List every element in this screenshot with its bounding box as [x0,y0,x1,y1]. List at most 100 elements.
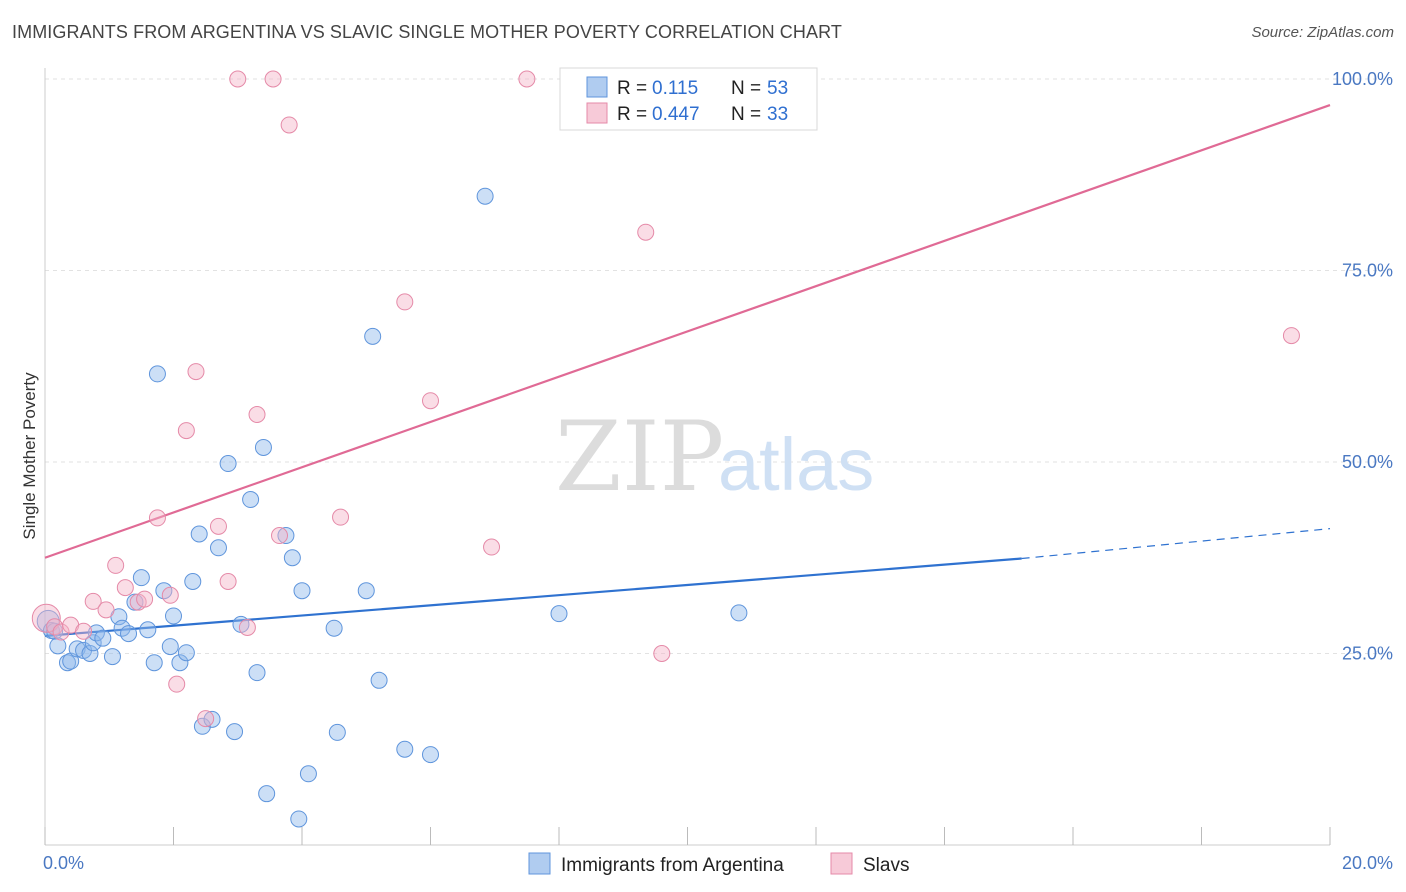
trend-line-argentina-extension [1021,528,1331,560]
trend-line-slavs [44,104,1331,559]
legend-n-value-2: 33 [767,104,788,125]
point-argentina [254,438,272,456]
point-argentina [283,549,301,567]
point-argentina [258,785,276,803]
point-argentina [94,629,112,647]
point-argentina [81,645,99,662]
tick-labels: 25.0% 50.0% 75.0% 100.0% 0.0% 20.0% [43,69,1393,873]
point-argentina [293,582,311,600]
point-slavs [148,509,166,527]
watermark-atlas: atlas [718,423,874,506]
y-axis-label: Single Mother Poverty [20,372,39,540]
point-argentina [46,622,64,640]
series-legend: Immigrants from Argentina Slavs [528,852,909,876]
point-argentina [370,671,388,689]
point-argentina [120,625,138,643]
point-slavs [248,406,266,424]
point-argentina [209,539,227,557]
point-slavs [264,70,282,88]
point-slavs [422,392,439,410]
correlation-legend: R = 0.115 N = 53 R = 0.447 N = 33 [559,67,818,131]
point-argentina [68,640,86,658]
legend-r-label-1: R = [617,78,647,99]
point-argentina [299,765,317,783]
point-slavs [518,70,536,88]
point-slavs [1282,327,1300,345]
point-argentina [161,638,179,656]
trend-line-argentina [44,557,1022,637]
axes [44,68,1331,846]
point-argentina [139,621,157,639]
legend-n-label-1: N = [731,78,761,99]
legend-swatch-argentina [586,76,608,98]
point-slavs [177,422,195,440]
bottom-legend-swatch-slavs [830,852,853,875]
point-slavs [653,645,671,662]
watermark-zip: ZIP [555,401,724,513]
y-tick-label: 50.0% [1342,452,1393,472]
point-argentina [730,604,748,622]
point-argentina [396,740,414,758]
point-slavs [161,586,179,604]
point-slavs [197,710,215,728]
point-argentina [357,582,375,600]
point-slavs [116,579,134,597]
point-argentina [145,654,163,672]
point-slavs [31,603,61,633]
point-slavs [280,116,298,134]
point-argentina [328,723,346,741]
x-tick-label: 20.0% [1342,853,1393,873]
trend-lines [44,104,1331,637]
grid-lines [45,78,1390,654]
point-argentina [325,619,343,637]
legend-n-value-1: 53 [767,78,788,99]
point-slavs [52,623,70,641]
source-note: Source: ZipAtlas.com [1251,24,1394,41]
point-argentina [103,648,121,666]
point-slavs [84,592,102,610]
point-slavs [229,70,247,88]
point-argentina [203,710,221,728]
point-argentina [177,644,195,662]
watermark: ZIP atlas [555,401,874,513]
point-slavs [483,538,501,556]
legend-swatch-slavs [586,102,608,124]
point-slavs [637,223,655,241]
point-argentina [84,634,102,652]
legend-r-value-2: 0.447 [652,104,700,125]
point-argentina [364,327,382,345]
point-argentina [184,572,202,590]
legend-n-label-2: N = [731,104,761,125]
point-slavs [187,363,205,381]
point-argentina [290,810,308,828]
point-argentina [165,607,182,625]
point-slavs [332,508,350,526]
point-slavs [238,618,256,636]
point-slavs [219,572,237,590]
point-argentina [277,527,295,545]
point-argentina [190,525,208,543]
point-slavs [168,675,186,693]
point-argentina [148,365,166,383]
point-argentina [476,187,494,205]
point-slavs [271,527,289,545]
point-slavs [396,293,414,311]
point-argentina [171,654,189,672]
bottom-legend-swatch-argentina [528,852,551,875]
point-argentina [242,491,260,509]
series-argentina-points [36,187,748,828]
legend-r-value-1: 0.115 [652,78,698,99]
y-tick-label: 100.0% [1332,69,1393,89]
point-argentina [422,746,439,764]
point-argentina [49,637,67,655]
chart-title: IMMIGRANTS FROM ARGENTINA VS SLAVIC SING… [12,22,842,42]
legend-r-label-2: R = [617,104,647,125]
point-argentina [550,605,568,623]
point-slavs [97,601,115,619]
point-slavs [107,556,125,574]
series-slavs-points [31,70,1300,728]
bottom-legend-label-argentina: Immigrants from Argentina [561,855,784,876]
point-argentina [226,723,244,741]
point-argentina [248,664,266,682]
